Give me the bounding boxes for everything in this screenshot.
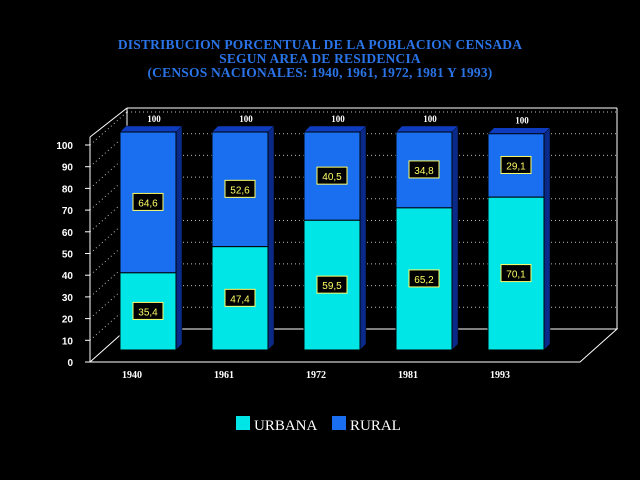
data-label-rural: 52,6	[230, 185, 250, 196]
x-tick-label: 1981	[398, 370, 418, 381]
y-tick-label: 90	[62, 163, 74, 174]
bar-top-face	[487, 127, 551, 134]
data-label-box-urbana	[224, 288, 256, 307]
side-gridline	[89, 111, 128, 146]
chart-title-line-3: (CENSOS NACIONALES: 1940, 1961, 1972, 19…	[147, 65, 493, 80]
bar-top-face	[119, 125, 183, 133]
legend-label-urbana: URBANA	[254, 418, 318, 434]
data-label-urbana: 65,2	[414, 275, 434, 286]
side-gridline	[89, 241, 128, 276]
y-axis-top-diagonal	[89, 107, 128, 138]
side-gridline	[89, 198, 128, 233]
floor-plane	[88, 328, 619, 363]
x-tick-label: 1940	[122, 370, 142, 381]
bar-top-face	[395, 125, 459, 133]
y-tick-label: 40	[62, 271, 74, 282]
data-label-rural: 64,6	[138, 198, 158, 209]
y-tick-label: 0	[67, 358, 73, 369]
bar-side-face	[359, 125, 367, 351]
data-label-box-urbana	[316, 275, 348, 294]
legend-swatch-urbana	[236, 416, 250, 430]
x-tick-label: 1972	[306, 370, 326, 381]
data-label-box-rural	[316, 166, 348, 185]
bar-total-label: 100	[147, 114, 161, 124]
y-tick-label: 20	[62, 315, 74, 326]
y-tick-label: 80	[62, 184, 74, 195]
data-label-box-rural	[224, 179, 256, 198]
side-gridline	[89, 155, 128, 189]
data-label-rural: 34,8	[414, 166, 434, 177]
bar-side-face	[543, 127, 551, 351]
side-gridline	[89, 306, 128, 341]
data-label-box-rural	[500, 155, 532, 174]
side-gridline	[89, 285, 128, 319]
data-label-urbana: 70,1	[506, 270, 526, 281]
bar-side-face	[175, 125, 183, 351]
chart-title-line-2: SEGUN AREA DE RESIDENCIA	[219, 51, 421, 66]
y-tick-label: 10	[62, 336, 74, 347]
y-tick-label: 50	[62, 250, 74, 261]
x-tick-label: 1993	[490, 370, 510, 381]
legend-swatch-rural	[332, 416, 346, 430]
legend-label-rural: RURAL	[350, 418, 401, 434]
bar-top-face	[303, 125, 367, 133]
data-label-box-rural	[408, 160, 440, 179]
bar-total-label: 100	[423, 114, 437, 124]
data-label-box-urbana	[132, 301, 164, 320]
data-label-urbana: 47,4	[230, 294, 250, 305]
data-label-box-rural	[132, 192, 164, 211]
data-label-urbana: 35,4	[138, 307, 158, 318]
bar-side-face	[451, 125, 459, 351]
y-tick-label: 100	[56, 141, 73, 152]
y-tick-label: 70	[62, 206, 74, 217]
data-label-rural: 40,5	[322, 172, 342, 183]
side-gridline	[89, 176, 128, 211]
bar-side-face	[267, 125, 275, 351]
bar-total-label: 100	[239, 114, 253, 124]
y-tick-label: 30	[62, 293, 74, 304]
y-tick-label: 60	[62, 228, 74, 239]
data-label-urbana: 59,5	[322, 281, 342, 292]
data-label-box-urbana	[408, 269, 440, 288]
bar-segment-urbana	[303, 219, 361, 351]
data-label-box-urbana	[500, 264, 532, 283]
side-gridline	[89, 220, 128, 254]
bar-total-label: 100	[515, 116, 529, 126]
x-tick-label: 1961	[214, 370, 234, 381]
chart-title-line-1: DISTRIBUCION PORCENTUAL DE LA POBLACION …	[117, 37, 523, 52]
bar-top-face	[211, 125, 275, 133]
side-gridline	[89, 263, 128, 298]
data-label-rural: 29,1	[506, 161, 526, 172]
side-gridline	[89, 133, 128, 168]
bar-total-label: 100	[331, 114, 345, 124]
